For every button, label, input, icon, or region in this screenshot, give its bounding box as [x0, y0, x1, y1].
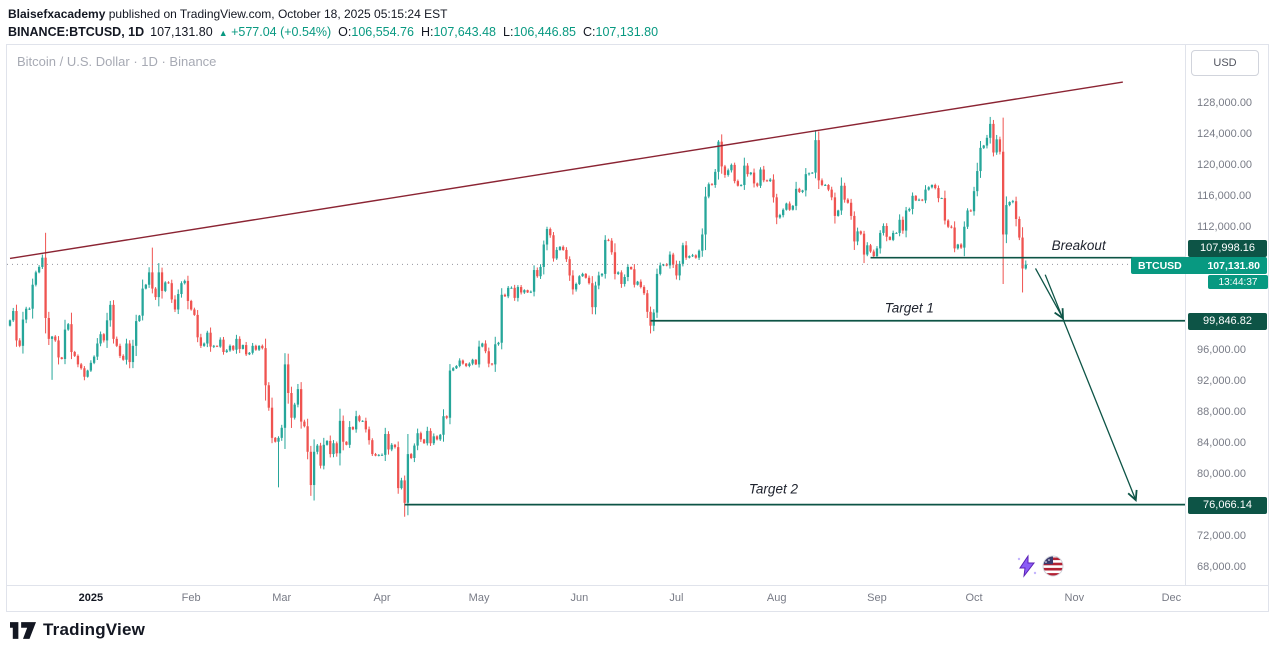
tradingview-logo-mark	[10, 621, 36, 639]
symbol-interval: BINANCE:BTCUSD, 1D	[8, 25, 145, 39]
time-axis-label: Oct	[965, 592, 983, 604]
chart-frame: Breakout Target 1 Target 2 Bitcoin / U.S. …	[6, 44, 1269, 612]
us-flag-icon	[1042, 555, 1064, 582]
publication-line: Blaisefxacademy published on TradingView…	[8, 7, 1275, 21]
time-axis-label: Jun	[570, 592, 589, 604]
price-axis-label: 92,000.00	[1197, 375, 1246, 388]
sticker-group	[1015, 554, 1064, 583]
price-axis-label: 88,000.00	[1197, 406, 1246, 419]
price-axis-label: 116,000.00	[1197, 189, 1252, 202]
level-label-breakout: Breakout	[1052, 238, 1107, 253]
time-axis-label: Aug	[766, 592, 787, 604]
time-axis-label: May	[468, 592, 490, 604]
time-axis-label: Dec	[1161, 592, 1182, 604]
time-axis-label: Mar	[272, 592, 292, 604]
price-axis-label: 112,000.00	[1197, 220, 1252, 233]
quote-bar: BINANCE:BTCUSD, 1D 107,131.80 ▲ +577.04 …	[8, 25, 1275, 39]
time-axis-label: Jul	[669, 592, 684, 604]
price-axis-label: 72,000.00	[1197, 530, 1246, 543]
projection-arrow-1	[1034, 268, 1062, 318]
price-axis-label: 120,000.00	[1197, 158, 1253, 171]
trendline	[9, 81, 1123, 260]
price-axis-label: 68,000.00	[1197, 560, 1246, 573]
price-change: ▲ +577.04 (+0.54%)	[218, 25, 332, 39]
price-axis-label: 96,000.00	[1197, 344, 1246, 357]
price-axis-label: 84,000.00	[1197, 437, 1246, 450]
lightning-icon	[1015, 554, 1039, 583]
price-axis-label: 80,000.00	[1197, 468, 1246, 481]
author-link[interactable]: Blaisefxacademy	[8, 7, 106, 21]
high-value: H:107,643.48	[420, 25, 496, 39]
time-axis-label: 2025	[78, 592, 104, 604]
level-label-target-1: Target 1	[885, 301, 934, 316]
candlestick-chart[interactable]: Breakout Target 1 Target 2	[7, 45, 1185, 585]
level-label-target-2: Target 2	[749, 482, 799, 497]
publication-header: Blaisefxacademy published on TradingView…	[0, 0, 1275, 39]
up-triangle-icon: ▲	[218, 28, 228, 38]
brand-name: TradingView	[43, 620, 146, 639]
publication-text: published on TradingView.com, October 18…	[108, 7, 448, 21]
candles	[8, 116, 1027, 517]
time-axis-label: Sep	[867, 592, 887, 604]
time-axis[interactable]: 2025 Feb Mar Apr May Jun Jul Aug Sep Oct Nov Dec	[7, 585, 1268, 611]
tradingview-footer: TradingView	[0, 612, 1275, 648]
price-axis[interactable]: USD 128,000.00 124,000.00 120,000.00 116,00…	[1185, 45, 1268, 585]
last-price: 107,131.80	[150, 25, 213, 39]
projection-arrow-2	[1044, 274, 1136, 500]
tradingview-logo[interactable]: TradingView	[10, 620, 145, 640]
time-axis-label: Feb	[181, 592, 201, 604]
chart-legend: Bitcoin / U.S. Dollar · 1D · Binance	[17, 54, 217, 69]
time-axis-label: Nov	[1064, 592, 1085, 604]
close-value: C:107,131.80	[583, 25, 659, 39]
price-axis-label: 124,000.00	[1197, 127, 1253, 140]
price-axis-label: 128,000.00	[1197, 97, 1253, 109]
chart-plot-area[interactable]: Breakout Target 1 Target 2 Bitcoin / U.S. …	[7, 45, 1185, 585]
time-axis-label: Apr	[373, 592, 391, 604]
low-value: L:106,446.85	[503, 25, 576, 39]
open-value: O:106,554.76	[338, 25, 414, 39]
currency-button[interactable]: USD	[1191, 50, 1259, 76]
